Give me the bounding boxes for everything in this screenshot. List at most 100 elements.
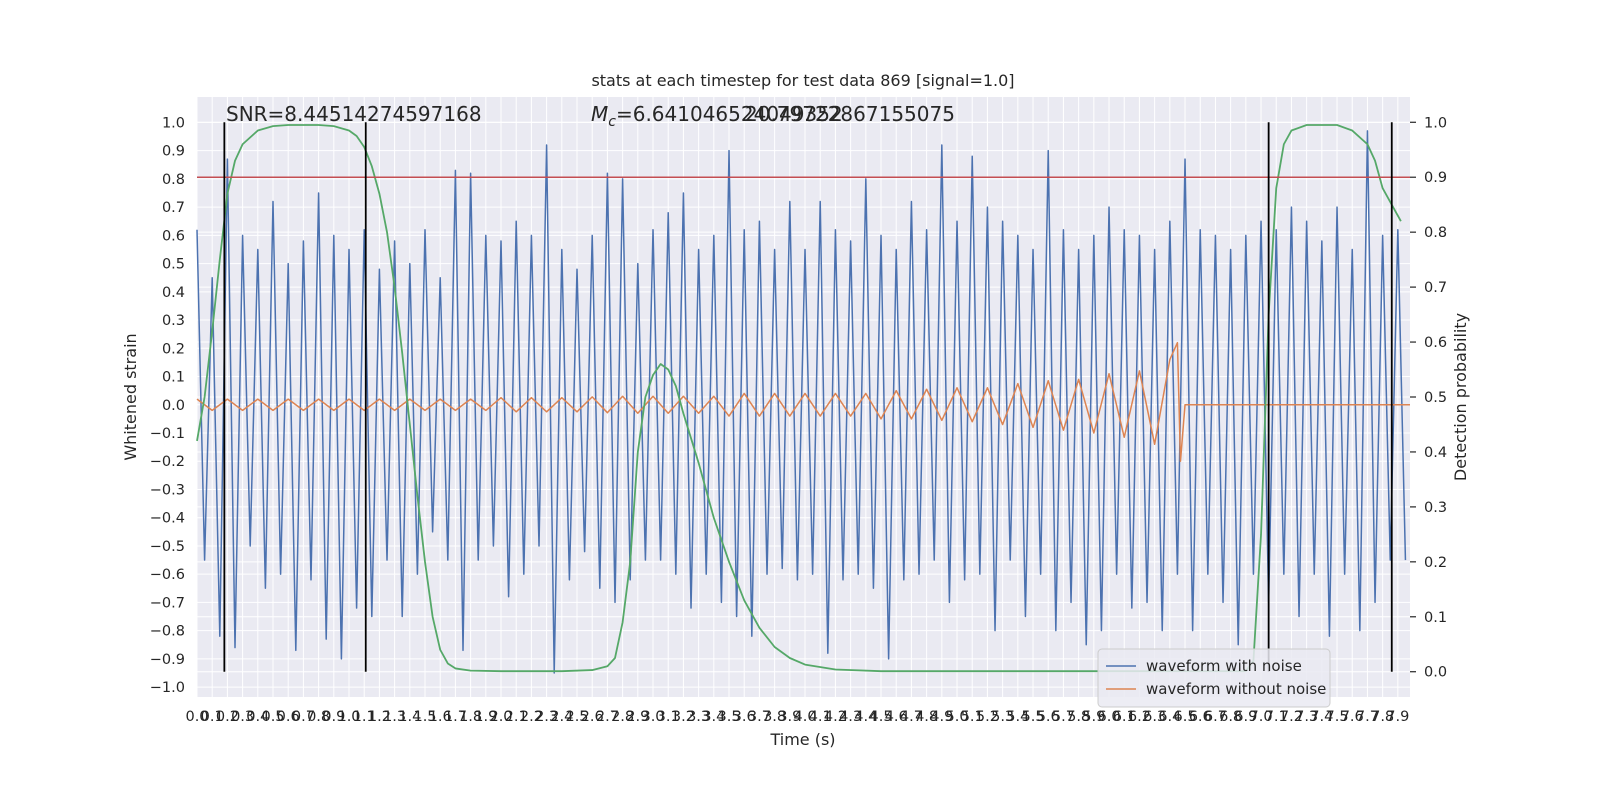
x-tick-label: 5.5 <box>1021 709 1044 725</box>
x-tick-label: 1.0 <box>337 709 360 725</box>
y-axis-label: Whitened strain <box>121 333 140 460</box>
x-tick-label: 4.3 <box>839 709 862 725</box>
y-tick-label: −0.6 <box>150 567 185 583</box>
x-tick-label: 2.1 <box>505 709 528 725</box>
chart-title: stats at each timestep for test data 869… <box>591 71 1014 90</box>
x-tick-label: 2.2 <box>520 709 543 725</box>
y-tick-label: −0.3 <box>150 482 185 498</box>
x-tick-label: 6.6 <box>1189 709 1212 725</box>
y-tick-label: 1.0 <box>162 115 185 131</box>
y-tick-label: −0.9 <box>150 652 185 668</box>
x-tick-label: 7.1 <box>1265 709 1288 725</box>
y2-tick-label: 0.2 <box>1424 555 1447 571</box>
x-tick-label: 4.7 <box>900 709 923 725</box>
x-tick-label: 4.2 <box>824 709 847 725</box>
x-tick-label: 1.6 <box>429 709 452 725</box>
x-tick-label: 7.4 <box>1310 709 1333 725</box>
chirp-mass-value: =6.641046524049352 <box>616 102 843 126</box>
x-tick-label: 6.4 <box>1158 709 1181 725</box>
y-tick-label: 0.5 <box>162 257 185 273</box>
y-tick-label: 0.7 <box>162 200 185 216</box>
x-tick-label: 2.4 <box>550 709 573 725</box>
x-tick-label: 4.8 <box>915 709 938 725</box>
y2-tick-label: 0.3 <box>1424 500 1447 516</box>
y-tick-label: −0.7 <box>150 595 185 611</box>
x-tick-label: 4.5 <box>869 709 892 725</box>
x-tick-label: 0.0 <box>185 709 208 725</box>
x-tick-label: 2.5 <box>565 709 588 725</box>
legend-box <box>1097 648 1331 708</box>
x-tick-label: 6.1 <box>1113 709 1136 725</box>
x-tick-label: 5.3 <box>991 709 1014 725</box>
y-tick-label: −1.0 <box>150 680 185 696</box>
x-tick-label: 3.4 <box>702 709 725 725</box>
x-tick-label: 3.0 <box>641 709 664 725</box>
x-tick-label: 6.7 <box>1204 709 1227 725</box>
x-tick-label: 5.6 <box>1037 709 1060 725</box>
y2-axis-label: Detection probability <box>1451 313 1470 481</box>
y2-tick-label: 0.7 <box>1424 280 1447 296</box>
x-tick-label: 6.5 <box>1174 709 1197 725</box>
y2-tick-label: 1.0 <box>1424 115 1447 131</box>
x-tick-label: 1.7 <box>444 709 467 725</box>
y-tick-label: 0.3 <box>162 313 185 329</box>
x-tick-label: 7.5 <box>1326 709 1349 725</box>
x-tick-label: 3.3 <box>687 709 710 725</box>
y2-tick-label: 0.6 <box>1424 335 1447 351</box>
x-tick-label: 1.4 <box>398 709 421 725</box>
y-tick-label: 0.1 <box>162 370 185 386</box>
x-tick-label: 3.8 <box>763 709 786 725</box>
x-tick-label: 2.9 <box>626 709 649 725</box>
x-tick-label: 3.6 <box>733 709 756 725</box>
y-tick-label: 0.0 <box>162 398 185 414</box>
x-tick-label: 6.0 <box>1097 709 1120 725</box>
x-tick-label: 7.6 <box>1341 709 1364 725</box>
y-tick-label: 0.2 <box>162 341 185 357</box>
x-tick-label: 5.9 <box>1082 709 1105 725</box>
x-tick-label: 4.6 <box>885 709 908 725</box>
x-tick-label: 5.4 <box>1006 709 1029 725</box>
snr-annotation: SNR=8.44514274597168 <box>226 102 482 126</box>
x-tick-label: 5.1 <box>961 709 984 725</box>
x-tick-label: 6.9 <box>1234 709 1257 725</box>
x-tick-label: 0.8 <box>307 709 330 725</box>
x-tick-label: 5.7 <box>1052 709 1075 725</box>
x-tick-label: 4.9 <box>930 709 953 725</box>
y2-tick-label: 0.1 <box>1424 610 1447 626</box>
chirp-mass-symbol: M <box>591 102 608 126</box>
x-tick-label: 1.5 <box>413 709 436 725</box>
x-tick-label: 2.0 <box>489 709 512 725</box>
x-tick-label: 1.1 <box>353 709 376 725</box>
x-tick-label: 1.8 <box>459 709 482 725</box>
x-tick-label: 2.7 <box>596 709 619 725</box>
x-tick-label: 5.8 <box>1067 709 1090 725</box>
probability-line <box>196 124 1402 673</box>
x-tick-label: 0.4 <box>246 709 269 725</box>
x-tick-label: 0.5 <box>261 709 284 725</box>
x-tick-label: 7.7 <box>1356 709 1379 725</box>
y-tick-label: −0.1 <box>150 426 185 442</box>
y-tick-label: 0.4 <box>162 285 185 301</box>
y-tick-label: −0.2 <box>150 454 185 470</box>
x-tick-label: 2.3 <box>535 709 558 725</box>
x-tick-label: 6.3 <box>1143 709 1166 725</box>
y2-tick-label: 0.8 <box>1424 225 1447 241</box>
x-tick-label: 3.5 <box>717 709 740 725</box>
legend-label: waveform without noise <box>1146 680 1326 698</box>
distance-annotation: 20.79722867155075 <box>745 102 955 126</box>
y2-tick-label: 0.4 <box>1424 445 1447 461</box>
y-tick-label: −0.8 <box>150 624 185 640</box>
x-tick-label: 2.6 <box>581 709 604 725</box>
x-tick-label: 7.9 <box>1386 709 1409 725</box>
x-tick-label: 5.2 <box>976 709 999 725</box>
x-tick-label: 0.1 <box>201 709 224 725</box>
y-tick-label: −0.5 <box>150 539 185 555</box>
x-tick-label: 0.2 <box>216 709 239 725</box>
x-tick-label: 3.2 <box>672 709 695 725</box>
x-tick-label: 0.9 <box>322 709 345 725</box>
y-tick-label: 0.8 <box>162 172 185 188</box>
x-tick-label: 0.3 <box>231 709 254 725</box>
x-tick-label: 3.9 <box>778 709 801 725</box>
chirp-mass-subscript: c <box>608 114 616 130</box>
